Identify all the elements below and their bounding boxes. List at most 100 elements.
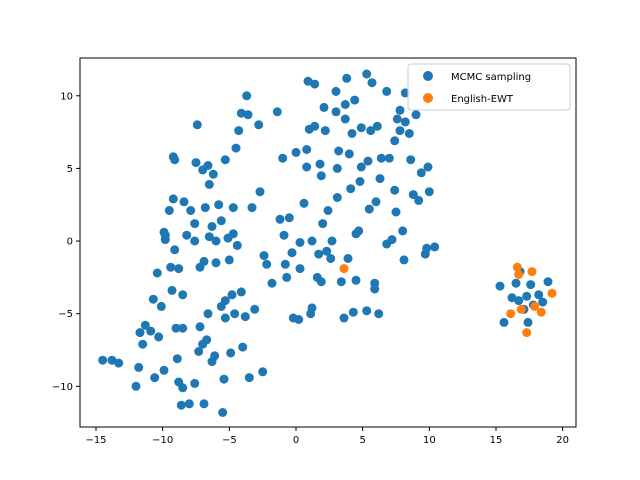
- data-point-english-ewt: [536, 307, 546, 317]
- data-point-mcmc-sampling: [299, 198, 309, 208]
- data-point-mcmc-sampling: [140, 320, 150, 330]
- data-point-mcmc-sampling: [364, 204, 374, 214]
- data-point-mcmc-sampling: [367, 78, 377, 88]
- data-point-mcmc-sampling: [211, 258, 221, 268]
- data-point-mcmc-sampling: [199, 399, 209, 409]
- data-point-mcmc-sampling: [316, 171, 326, 181]
- y-axis: −10 −5 0 5 10: [52, 91, 80, 393]
- data-point-mcmc-sampling: [150, 373, 160, 383]
- data-point-mcmc-sampling: [346, 184, 356, 194]
- x-tick-label: 20: [556, 435, 569, 446]
- data-point-mcmc-sampling: [184, 399, 194, 409]
- data-point-mcmc-sampling: [255, 187, 265, 197]
- x-tick-label: 0: [293, 435, 299, 446]
- data-point-mcmc-sampling: [166, 262, 176, 272]
- data-point-mcmc-sampling: [176, 400, 186, 410]
- data-point-mcmc-sampling: [244, 373, 254, 383]
- data-point-mcmc-sampling: [363, 156, 373, 166]
- data-point-mcmc-sampling: [371, 197, 381, 207]
- data-point-mcmc-sampling: [114, 358, 124, 368]
- data-point-mcmc-sampling: [234, 126, 244, 136]
- data-point-mcmc-sampling: [160, 230, 170, 240]
- data-point-mcmc-sampling: [514, 296, 524, 306]
- data-point-english-ewt: [512, 262, 522, 272]
- data-point-mcmc-sampling: [179, 197, 189, 207]
- data-point-mcmc-sampling: [98, 355, 108, 365]
- data-point-mcmc-sampling: [199, 256, 209, 266]
- data-point-mcmc-sampling: [295, 238, 305, 247]
- legend-marker-english-ewt: [423, 93, 433, 103]
- data-point-mcmc-sampling: [202, 335, 212, 345]
- data-point-mcmc-sampling: [219, 374, 229, 384]
- data-point-mcmc-sampling: [226, 348, 236, 358]
- data-point-mcmc-sampling: [247, 203, 257, 213]
- data-point-mcmc-sampling: [327, 236, 337, 246]
- data-point-mcmc-sampling: [351, 275, 361, 285]
- data-point-mcmc-sampling: [404, 129, 414, 138]
- y-tick-label: 5: [67, 164, 73, 175]
- data-point-mcmc-sampling: [230, 309, 240, 319]
- data-point-mcmc-sampling: [354, 226, 364, 236]
- x-tick-label: −10: [152, 435, 173, 446]
- data-point-mcmc-sampling: [406, 155, 416, 165]
- data-point-mcmc-sampling: [400, 117, 410, 127]
- data-point-mcmc-sampling: [499, 317, 509, 327]
- data-point-mcmc-sampling: [416, 168, 426, 178]
- data-point-mcmc-sampling: [348, 307, 358, 317]
- data-point-mcmc-sampling: [543, 277, 553, 287]
- data-point-mcmc-sampling: [376, 153, 386, 163]
- data-point-mcmc-sampling: [390, 185, 400, 195]
- x-tick-label: 15: [490, 435, 503, 446]
- data-point-mcmc-sampling: [430, 242, 440, 252]
- data-point-mcmc-sampling: [355, 177, 365, 186]
- data-point-mcmc-sampling: [231, 143, 241, 153]
- data-point-mcmc-sampling: [391, 207, 401, 217]
- data-point-mcmc-sampling: [356, 162, 366, 172]
- points-layer: [98, 69, 557, 417]
- data-point-mcmc-sampling: [172, 354, 182, 364]
- data-point-mcmc-sampling: [195, 322, 205, 332]
- data-point-mcmc-sampling: [320, 126, 330, 136]
- data-point-mcmc-sampling: [336, 277, 346, 287]
- data-point-mcmc-sampling: [228, 229, 238, 239]
- data-point-mcmc-sampling: [374, 309, 384, 319]
- data-point-mcmc-sampling: [210, 351, 220, 361]
- data-point-mcmc-sampling: [203, 309, 213, 319]
- data-point-mcmc-sampling: [422, 243, 432, 253]
- data-point-mcmc-sampling: [191, 158, 201, 168]
- data-point-mcmc-sampling: [347, 129, 357, 138]
- data-point-mcmc-sampling: [224, 255, 234, 265]
- data-point-mcmc-sampling: [208, 169, 218, 179]
- data-point-mcmc-sampling: [282, 272, 292, 282]
- data-point-mcmc-sampling: [250, 304, 260, 314]
- data-point-english-ewt: [547, 288, 557, 298]
- data-point-mcmc-sampling: [236, 287, 246, 297]
- data-point-mcmc-sampling: [302, 162, 312, 172]
- data-point-mcmc-sampling: [339, 313, 349, 323]
- data-point-mcmc-sampling: [170, 155, 180, 165]
- data-point-mcmc-sampling: [146, 326, 156, 336]
- data-point-mcmc-sampling: [310, 121, 320, 131]
- data-point-mcmc-sampling: [262, 259, 272, 269]
- data-point-mcmc-sampling: [156, 301, 166, 311]
- plot-frame: [79, 57, 577, 428]
- data-point-mcmc-sampling: [423, 162, 433, 172]
- data-point-mcmc-sampling: [362, 306, 372, 316]
- legend-box: [407, 63, 571, 111]
- data-point-english-ewt: [522, 328, 532, 338]
- data-point-mcmc-sampling: [395, 105, 405, 115]
- x-tick-label: 10: [423, 435, 436, 446]
- data-point-mcmc-sampling: [318, 219, 328, 229]
- data-point-mcmc-sampling: [295, 264, 305, 274]
- data-point-mcmc-sampling: [340, 100, 350, 109]
- data-point-mcmc-sampling: [216, 216, 226, 226]
- data-point-english-ewt: [530, 301, 540, 311]
- data-point-mcmc-sampling: [342, 73, 352, 83]
- data-point-mcmc-sampling: [319, 102, 329, 112]
- data-point-mcmc-sampling: [291, 147, 301, 157]
- data-point-mcmc-sampling: [272, 107, 282, 117]
- data-point-mcmc-sampling: [534, 290, 544, 300]
- data-point-mcmc-sampling: [200, 203, 210, 213]
- data-point-mcmc-sampling: [331, 86, 341, 96]
- data-point-mcmc-sampling: [523, 317, 533, 327]
